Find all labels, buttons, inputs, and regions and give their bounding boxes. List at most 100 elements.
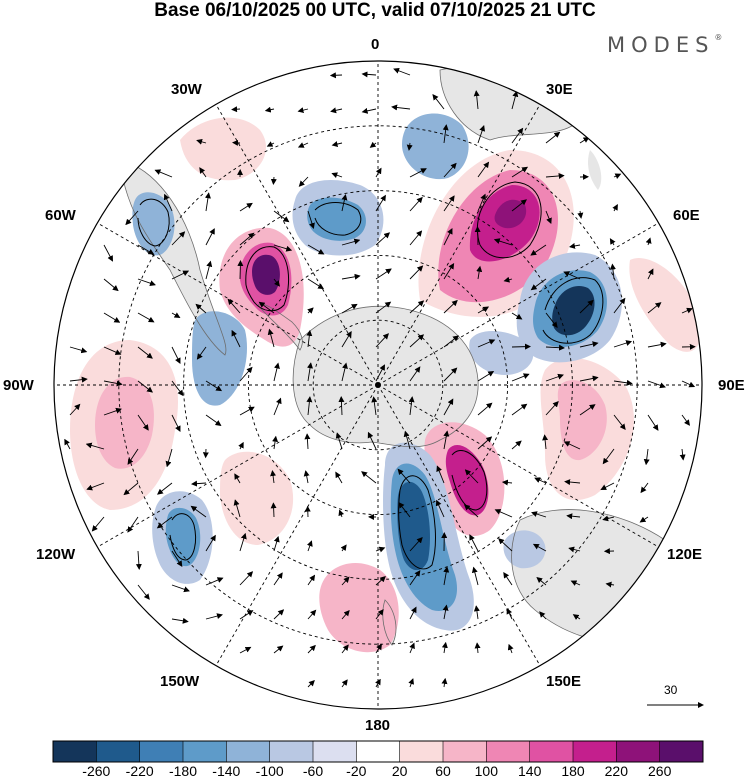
wind-vector-109 [196,346,207,360]
wind-vector-172 [403,430,411,450]
wind-vector-25 [199,167,207,178]
latitude-circle-1 [312,319,444,451]
wind-vector-234 [273,572,283,586]
modes-logo: MODES® [607,33,722,57]
wind-vector-139 [579,375,599,382]
meridian-330 [215,104,379,386]
trough-south-indian-core [552,285,595,336]
wind-vector-82 [503,276,513,283]
wind-vector-182 [123,482,139,496]
lon-label-60w: 60W [45,207,76,224]
wind-vector-60 [341,238,361,246]
wind-vector-178 [602,448,615,465]
ridge-southeast [629,258,701,352]
colorbar-tick-label: 260 [648,763,672,779]
wind-vector-107 [137,346,153,359]
wind-vector-43 [307,210,315,230]
wind-vector-87 [103,312,121,323]
wind-vector-61 [375,232,391,246]
wind-vector-259 [273,645,284,654]
wind-vector-41 [239,202,253,212]
wind-vector-11 [511,90,519,110]
wind-vector-197 [640,482,649,494]
wind-vector-57 [239,232,255,246]
colorbar-tick-label: 220 [604,763,628,779]
wind-vector-12 [196,138,207,145]
meridian-240 [97,384,379,548]
wind-vector-170 [335,432,343,450]
wind-vector-169 [304,433,311,450]
madagascar-region [587,150,602,190]
wind-vector-7 [361,107,377,114]
wind-vector-106 [103,346,122,355]
wind-vector-10 [473,90,480,110]
wind-vector-154 [443,398,454,416]
wind-vector-94 [341,303,358,314]
wind-vector-159 [613,414,626,430]
wind-vector-68 [609,238,616,246]
ridge-pacific-west-inner [95,376,154,469]
wind-vector-137 [511,373,530,382]
wind-vector-115 [409,334,425,348]
wind-vector-135 [443,367,458,382]
wind-vector-179 [643,448,650,466]
wind-vector-127 [171,380,184,397]
wind-vector-8 [391,104,411,111]
wind-vector-3 [231,106,241,113]
wind-vector-102 [613,297,626,314]
wind-vector-205 [338,509,345,518]
wind-vector-0 [329,72,343,79]
wind-vector-50 [545,210,552,225]
wind-vector-216 [171,550,183,567]
wind-vector-148 [239,406,255,416]
wind-vector-254 [473,605,480,620]
wind-vector-122 [647,341,667,348]
wind-vector-72 [171,270,190,280]
wind-vector-160 [647,414,659,431]
wind-vector-230 [137,584,150,600]
wind-vector-246 [205,613,223,620]
logo-text: MODES [607,33,715,57]
wind-vector-163 [85,442,105,450]
wind-vector-89 [171,312,181,319]
wind-vector-266 [507,643,514,654]
antarctica-coast [292,305,479,448]
map-title: Base 06/10/2025 00 UTC, valid 07/10/2025… [154,0,596,21]
colorbar-tick-label: 60 [435,763,451,779]
wind-vector-263 [409,642,415,654]
wind-vector-252 [409,606,417,620]
ridge-south-indian-inner [445,445,489,516]
lon-label-120e: 120E [667,546,703,563]
wind-vector-4 [264,106,275,113]
wind-vector-186 [270,470,277,484]
trough-south-east [503,530,546,569]
wind-vector-249 [307,609,317,620]
wind-vector-270 [408,678,414,688]
wind-vector-150 [306,396,313,416]
wind-vector-260 [307,644,316,654]
wind-vector-49 [511,199,527,212]
trough-east [469,330,534,375]
polar-map [53,60,704,710]
wind-vector-5 [297,107,309,114]
wind-vector-201 [190,505,207,518]
lon-label-90w: 90W [3,377,34,394]
wind-vector-255 [506,607,513,620]
wind-vector-28 [298,176,309,187]
wind-vector-75 [273,278,281,287]
colorbar-tick-label: 140 [518,763,542,779]
contour-trough-pacific-west [169,513,197,561]
meridian-210 [215,384,379,666]
colorbar-tick-label: -180 [168,763,198,779]
wind-vector-256 [539,611,547,620]
wind-vector-211 [531,511,547,518]
wind-vector-37 [613,173,622,179]
reference-vector-label: 30 [664,683,678,697]
wind-vector-125 [103,380,123,387]
wind-vector-39 [163,193,173,212]
wind-vector-47 [443,195,455,212]
wind-vector-164 [127,448,139,465]
colorbar-tick-label: 20 [391,763,408,779]
wind-vector-244 [605,581,615,588]
antarctica [293,306,479,447]
